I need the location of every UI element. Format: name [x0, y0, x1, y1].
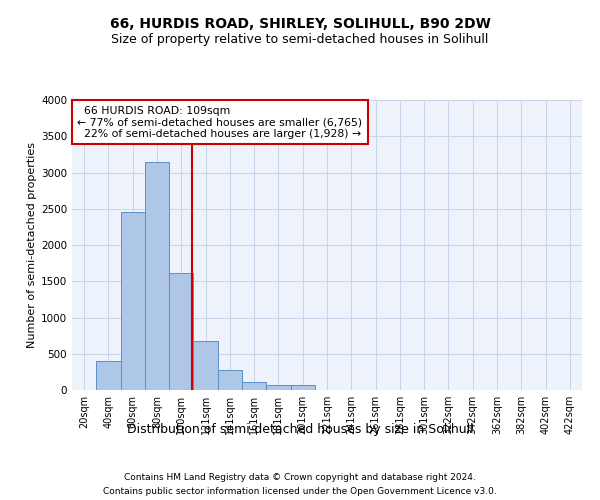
Text: Size of property relative to semi-detached houses in Solihull: Size of property relative to semi-detach… — [112, 32, 488, 46]
Bar — [96, 361, 121, 390]
Bar — [290, 386, 315, 390]
Text: 66 HURDIS ROAD: 109sqm
← 77% of semi-detached houses are smaller (6,765)
  22% o: 66 HURDIS ROAD: 109sqm ← 77% of semi-det… — [77, 106, 362, 139]
Text: Contains HM Land Registry data © Crown copyright and database right 2024.: Contains HM Land Registry data © Crown c… — [124, 472, 476, 482]
Y-axis label: Number of semi-detached properties: Number of semi-detached properties — [27, 142, 37, 348]
Text: 66, HURDIS ROAD, SHIRLEY, SOLIHULL, B90 2DW: 66, HURDIS ROAD, SHIRLEY, SOLIHULL, B90 … — [110, 18, 490, 32]
Bar — [121, 212, 145, 390]
Bar — [169, 272, 193, 390]
Bar — [266, 385, 290, 390]
Bar — [193, 340, 218, 390]
Text: Contains public sector information licensed under the Open Government Licence v3: Contains public sector information licen… — [103, 488, 497, 496]
Bar — [242, 382, 266, 390]
Bar — [218, 370, 242, 390]
Text: Distribution of semi-detached houses by size in Solihull: Distribution of semi-detached houses by … — [127, 422, 473, 436]
Bar — [145, 162, 169, 390]
